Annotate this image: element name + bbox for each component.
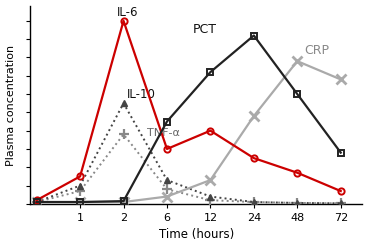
Text: IL-10: IL-10 (127, 88, 156, 101)
Text: PCT: PCT (193, 22, 217, 36)
Text: CRP: CRP (304, 44, 329, 58)
X-axis label: Time (hours): Time (hours) (159, 228, 234, 242)
Text: IL-6: IL-6 (117, 6, 138, 19)
Y-axis label: Plasma concentration: Plasma concentration (6, 44, 15, 165)
Text: TNF-α: TNF-α (148, 128, 180, 138)
